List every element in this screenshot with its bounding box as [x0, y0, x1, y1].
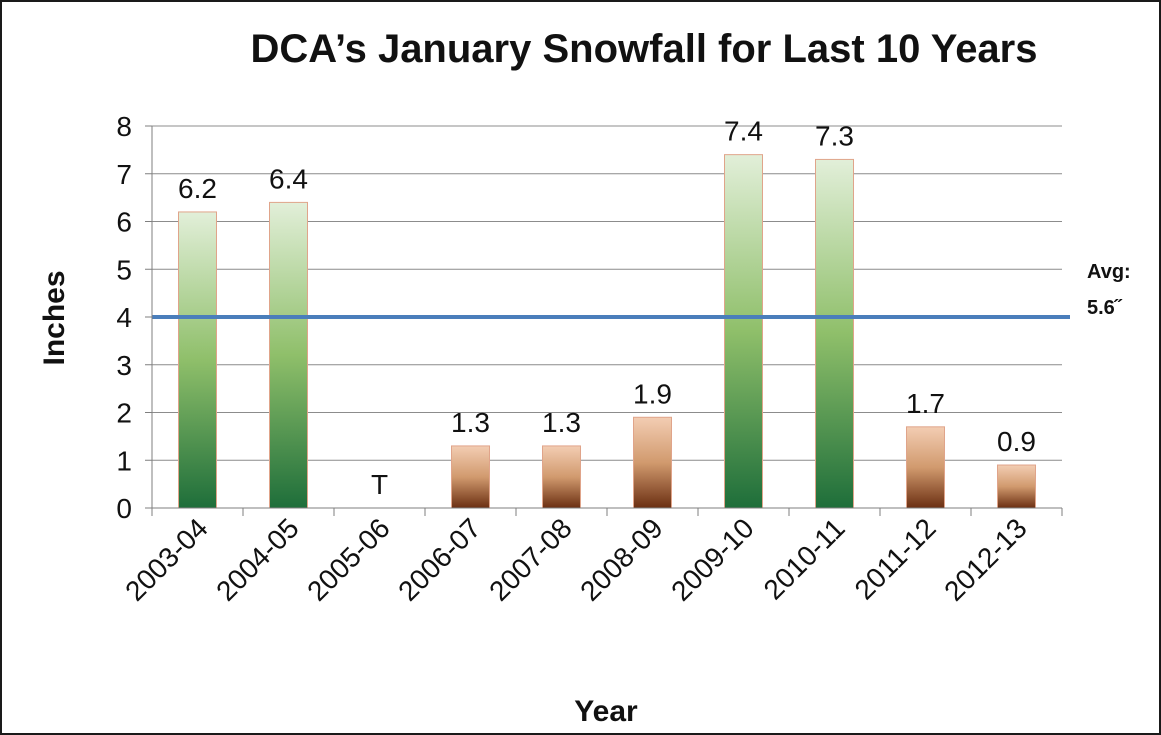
y-axis-title: Inches — [38, 270, 71, 365]
bar-2009-10 — [724, 154, 763, 509]
bar-2012-13 — [997, 464, 1036, 509]
bar-2007-08 — [542, 445, 581, 509]
x-tick-label: 2007-08 — [483, 512, 578, 607]
bar-2010-11 — [815, 158, 854, 509]
bar-2008-09 — [633, 416, 672, 509]
x-tick-label: 2010-11 — [758, 512, 851, 605]
data-label: 7.4 — [724, 116, 763, 147]
x-axis-title: Year — [574, 695, 638, 728]
x-tick-label: 2009-10 — [665, 512, 760, 607]
data-label: 6.4 — [269, 163, 308, 194]
y-tick-label: 7 — [116, 159, 132, 190]
bar-2011-12 — [906, 426, 945, 509]
y-tick-label: 5 — [116, 254, 132, 285]
y-tick-label: 2 — [116, 398, 132, 429]
average-line-group: Avg: 5.6˝ — [152, 261, 1131, 319]
x-tick-label: 2008-09 — [574, 512, 669, 607]
data-label: 6.2 — [178, 173, 217, 204]
y-tick-label: 6 — [116, 207, 132, 238]
y-tick-label: 8 — [116, 111, 132, 142]
y-tick-label: 1 — [116, 445, 132, 476]
chart-title: DCA’s January Snowfall for Last 10 Years — [251, 27, 1038, 71]
data-label: 1.9 — [633, 378, 672, 409]
x-tick-label: 2012-13 — [938, 512, 1033, 607]
bar-2006-07 — [451, 445, 490, 509]
average-label-line1: Avg: — [1087, 261, 1131, 283]
average-label-line2: 5.6˝ — [1087, 297, 1123, 319]
bar-2004-05 — [269, 201, 308, 509]
data-label: 1.3 — [542, 407, 581, 438]
data-label: T — [371, 469, 388, 500]
axes: 0123456782003-042004-052005-062006-07200… — [116, 111, 1063, 607]
data-label: 1.7 — [906, 388, 945, 419]
data-labels: 6.2 6.4 T 1.3 1.3 1.9 7.4 7.3 1.7 0.9 — [178, 116, 1036, 500]
y-tick-label: 4 — [116, 302, 132, 333]
x-tick-label: 2006-07 — [392, 512, 487, 607]
x-tick-label: 2003-04 — [119, 512, 214, 607]
data-label: 0.9 — [997, 426, 1036, 457]
y-tick-label: 0 — [116, 493, 132, 524]
data-label: 7.3 — [815, 120, 854, 151]
y-tick-label: 3 — [116, 350, 132, 381]
data-label: 1.3 — [451, 407, 490, 438]
bars — [178, 154, 1036, 509]
x-tick-label: 2011-12 — [849, 512, 942, 605]
x-tick-label: 2005-06 — [301, 512, 396, 607]
bar-2003-04 — [178, 211, 217, 509]
x-tick-label: 2004-05 — [210, 512, 305, 607]
